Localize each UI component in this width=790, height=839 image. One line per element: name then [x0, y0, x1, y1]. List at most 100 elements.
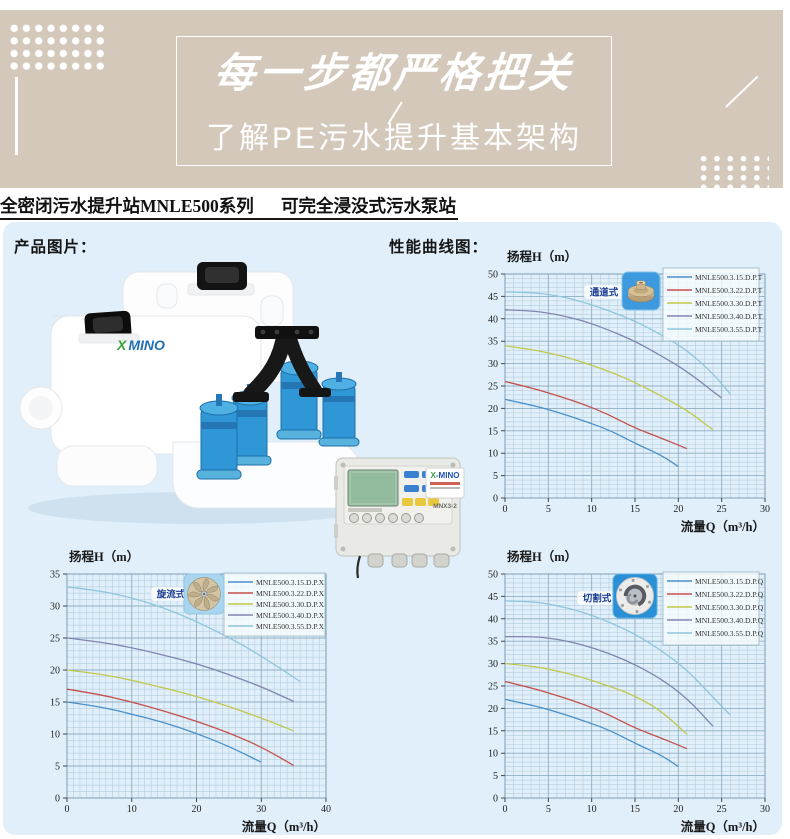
svg-text:30: 30: [760, 804, 770, 815]
series-curve: [504, 698, 679, 768]
svg-text:切割式: 切割式: [583, 593, 612, 605]
product-section-label: 产品图片：: [14, 239, 97, 256]
svg-text:X-MINO: X-MINO: [431, 471, 460, 480]
svg-text:0: 0: [493, 794, 498, 805]
slash-decoration: [387, 101, 403, 125]
svg-text:20: 20: [192, 804, 202, 815]
legend-label: MNLE500.3.40.D.P.Q: [695, 616, 764, 625]
controller-model: MNX3-2: [433, 503, 457, 510]
svg-text:15: 15: [50, 698, 60, 709]
curves-section-label: 性能曲线图：: [389, 239, 489, 256]
svg-text:25: 25: [488, 682, 498, 693]
svg-text:20: 20: [488, 704, 498, 715]
series-header-row: 全密闭污水提升站MNLE500系列 可完全浸没式污水泵站: [0, 192, 458, 220]
legend-label: MNLE500.3.15.D.P.X: [256, 578, 325, 587]
legend-label: MNLE500.3.22.D.P.Q: [695, 590, 764, 599]
x-axis-title: 流量Q（m³/h）: [242, 819, 326, 834]
svg-text:30: 30: [256, 804, 266, 815]
controller-image: X-MINO MNX3-2: [330, 450, 466, 585]
controller-label: X-MINO MNX3-2: [425, 467, 465, 510]
svg-text:10: 10: [488, 449, 498, 460]
brand-logo: X MINO: [116, 337, 165, 353]
svg-text:10: 10: [127, 804, 137, 815]
svg-text:15: 15: [488, 726, 498, 737]
series-curve: [504, 398, 679, 468]
svg-text:通道式: 通道式: [590, 287, 619, 299]
performance-chart-vortex: 0 10 20 30 40 0 5 10 15 20 25 30 35 扬程H（m） 流量Q（m³/h）…: [35, 544, 341, 839]
performance-chart-channel: 0 5 10 15 20 25 30 0 5 10 15 20 25 30 35 40 45 50 扬程H（m） …: [478, 244, 784, 542]
series-curve: [66, 637, 294, 702]
series-curve: [66, 669, 294, 732]
legend-label: MNLE500.3.22.D.P.X: [256, 589, 325, 598]
banner-subtitle: 了解PE污水提升基本架构: [205, 122, 583, 156]
legend-label: MNLE500.3.55.D.P.X: [256, 622, 325, 631]
svg-text:20: 20: [673, 504, 683, 515]
svg-text:0: 0: [65, 804, 70, 815]
series-curve: [66, 688, 294, 766]
diagonal-line-decoration: [725, 75, 759, 108]
series-curve: [504, 291, 731, 395]
legend-label: MNLE500.3.30.D.P.X: [256, 600, 325, 609]
series-curve: [504, 380, 688, 450]
banner-title: 每一步都严格把关: [211, 50, 577, 96]
svg-text:30: 30: [760, 504, 770, 515]
svg-text:5: 5: [493, 471, 498, 482]
legend-label: MNLE500.3.15.D.P.T: [695, 273, 763, 282]
svg-text:5: 5: [546, 804, 551, 815]
svg-text:10: 10: [488, 749, 498, 760]
legend: MNLE500.3.15.D.P.Q MNLE500.3.22.D.P.Q MN…: [662, 571, 764, 646]
svg-text:20: 20: [50, 666, 60, 677]
svg-text:25: 25: [488, 382, 498, 393]
controller-screen: [347, 469, 399, 507]
series-curve: [504, 309, 723, 399]
sewage-pump: [196, 394, 242, 480]
svg-text:5: 5: [493, 771, 498, 782]
svg-text:5: 5: [55, 762, 60, 773]
y-axis-title: 扬程H（m）: [507, 249, 577, 264]
legend-label: MNLE500.3.22.D.P.T: [695, 286, 763, 295]
series-curve: [504, 662, 688, 735]
series-curve: [504, 345, 714, 431]
svg-text:20: 20: [673, 804, 683, 815]
svg-text:5: 5: [546, 504, 551, 515]
svg-text:30: 30: [50, 602, 60, 613]
svg-text:0: 0: [503, 504, 508, 515]
station-type: 可完全浸没式污水泵站: [281, 196, 456, 216]
discharge-manifold: [233, 326, 331, 402]
svg-text:0: 0: [55, 794, 60, 805]
controller-round-buttons[interactable]: [349, 513, 424, 523]
svg-text:50: 50: [488, 570, 498, 581]
x-axis-title: 流量Q（m³/h）: [681, 519, 765, 534]
series-curve: [504, 680, 688, 750]
channel-impeller-icon: [621, 271, 661, 311]
svg-text:20: 20: [488, 404, 498, 415]
svg-text:40: 40: [488, 614, 498, 625]
svg-text:35: 35: [488, 337, 498, 348]
series-curve: [66, 586, 301, 683]
svg-text:35: 35: [50, 570, 60, 581]
x-axis-title: 流量Q（m³/h）: [681, 819, 765, 834]
product-image: X MINO: [5, 250, 375, 540]
svg-text:旋流式: 旋流式: [156, 589, 186, 601]
legend-label: MNLE500.3.40.D.P.X: [256, 611, 325, 620]
impeller-type-badge: 旋流式: [150, 586, 192, 602]
svg-text:15: 15: [630, 504, 640, 515]
series-curve: [504, 600, 731, 716]
series-name: 全密闭污水提升站MNLE500系列: [0, 196, 254, 216]
svg-text:45: 45: [488, 592, 498, 603]
vertical-line-decoration: [15, 77, 18, 155]
cutter-impeller-icon: [612, 573, 658, 619]
series-curve: [66, 701, 262, 763]
legend-label: MNLE500.3.40.D.P.T: [695, 312, 763, 321]
legend-label: MNLE500.3.55.D.P.T: [695, 325, 763, 334]
legend: MNLE500.3.15.D.P.X MNLE500.3.22.D.P.X MN…: [223, 572, 326, 637]
sewage-pump: [318, 372, 360, 447]
svg-text:10: 10: [50, 730, 60, 741]
legend-label: MNLE500.3.15.D.P.Q: [695, 577, 764, 586]
dots-decoration-bottom-right: [697, 154, 769, 190]
svg-text:10: 10: [587, 504, 597, 515]
series-curve: [504, 635, 714, 727]
y-axis-title: 扬程H（m）: [69, 549, 139, 564]
y-axis-title: 扬程H（m）: [507, 549, 577, 564]
impeller-type-badge: 通道式: [583, 284, 625, 300]
